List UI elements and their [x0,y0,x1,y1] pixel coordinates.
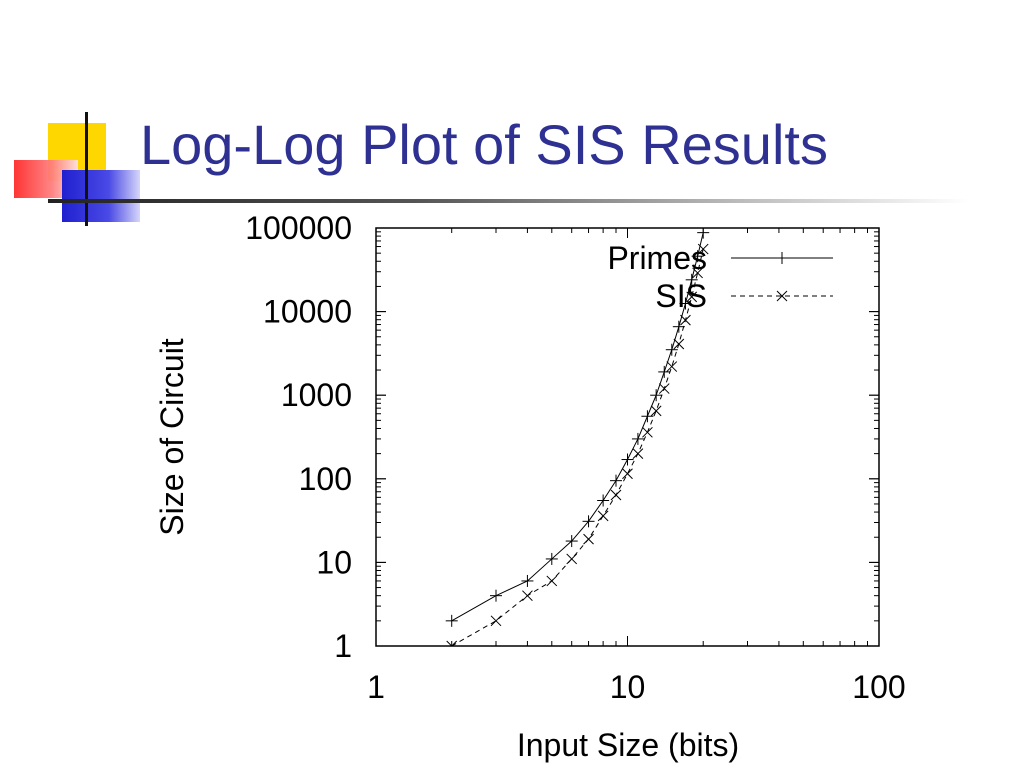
y-tick-label: 10000 [263,294,352,330]
data-point [697,228,710,239]
data-point [673,338,685,350]
decor-horizontal-line [48,199,968,203]
axis-ticks [375,227,880,647]
x-tick-label: 100 [852,669,905,705]
data-point [565,535,578,548]
data-point [566,553,578,565]
data-point [445,614,458,627]
y-tick-label: 100 [299,461,352,497]
legend-marker [776,252,788,264]
data-point [692,267,703,279]
plot-frame [375,227,880,647]
y-tick-label: 100000 [245,210,352,246]
data-point [631,432,644,445]
data-point [697,243,709,255]
data-point [665,343,678,356]
y-tick-labels: 1 10 100 1000 10000 100000 [245,210,352,664]
data-point [621,453,634,466]
legend-marker [776,290,788,302]
data-point [632,448,644,459]
data-point [609,474,622,487]
x-tick-labels: 1 10 100 [367,669,906,705]
data-point [545,552,558,565]
data-point [666,361,678,372]
data-point [672,320,685,333]
y-tick-label: 1 [334,628,352,664]
data-point [546,575,558,587]
data-point [522,590,533,602]
data-point [642,426,653,438]
series-sis [446,243,709,646]
data-point [597,510,609,522]
data-point [489,589,502,602]
data-point [583,533,594,545]
x-tick-label: 1 [367,669,385,705]
y-tick-label: 1000 [281,377,352,413]
data-point [582,515,595,528]
data-point [658,383,670,394]
data-point [650,389,663,402]
data-point [610,489,622,501]
data-point [641,410,654,423]
y-tick-label: 10 [316,544,352,580]
legend-label: Primes [607,240,707,276]
data-point [658,365,671,378]
data-point [685,273,698,286]
data-point [650,405,662,417]
legend-label: SIS [655,278,707,314]
data-point [521,574,534,587]
data-point [446,640,458,646]
data-point [597,494,610,507]
slide-title: Log-Log Plot of SIS Results [140,113,828,176]
series-layer [445,228,710,646]
x-axis-label: Input Size (bits) [517,727,739,763]
decor-blue-square [62,170,140,222]
data-point [622,468,633,480]
data-point [686,291,698,303]
decor-vertical-line [85,112,88,226]
y-axis-label: Size of Circuit [154,338,190,536]
data-point [490,615,502,627]
data-point [680,314,691,326]
x-tick-label: 10 [610,669,646,705]
series-primes [445,228,710,627]
